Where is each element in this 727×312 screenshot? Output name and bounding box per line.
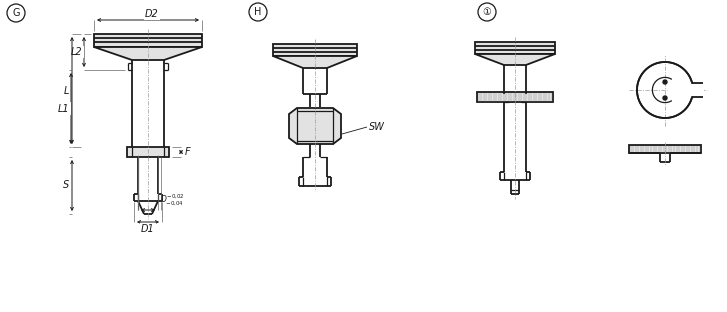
Polygon shape [127, 147, 169, 157]
Text: L1: L1 [58, 104, 70, 114]
Polygon shape [475, 42, 555, 54]
Text: S: S [63, 181, 69, 191]
Text: SW: SW [369, 122, 385, 132]
Polygon shape [289, 108, 341, 144]
Polygon shape [273, 56, 357, 68]
Text: D1: D1 [141, 224, 155, 234]
Text: $D^{-0{,}02}_{-0{,}04}$: $D^{-0{,}02}_{-0{,}04}$ [160, 193, 185, 208]
Polygon shape [273, 44, 357, 56]
Polygon shape [94, 34, 202, 47]
Polygon shape [665, 83, 693, 97]
Text: G: G [12, 8, 20, 18]
Circle shape [663, 80, 667, 84]
Bar [629, 145, 701, 153]
Text: H: H [254, 7, 262, 17]
Text: L2: L2 [71, 47, 83, 57]
Circle shape [663, 96, 667, 100]
Text: D2: D2 [145, 9, 159, 19]
Text: F: F [185, 147, 190, 157]
Bar [477, 92, 553, 102]
Text: L: L [63, 85, 68, 95]
Polygon shape [475, 54, 555, 65]
Polygon shape [691, 82, 704, 98]
Polygon shape [94, 47, 202, 60]
Text: ①: ① [483, 7, 491, 17]
